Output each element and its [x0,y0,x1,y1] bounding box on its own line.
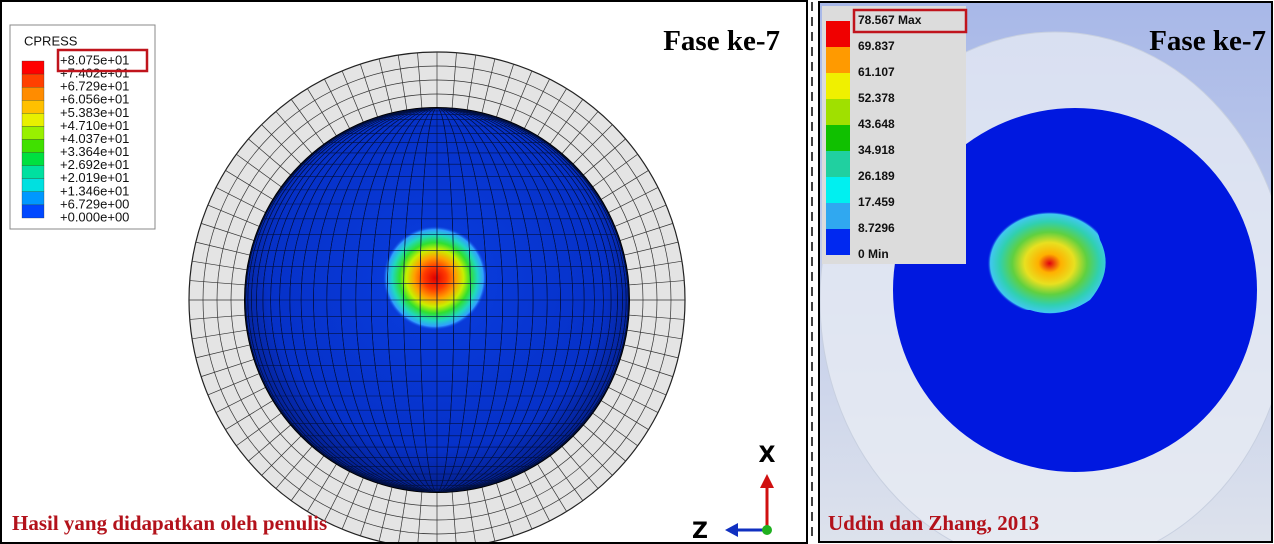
legend-title: CPRESS [24,33,78,48]
legend-swatch [826,203,850,229]
legend-swatch [22,140,44,153]
legend-label: 78.567 Max [858,13,922,27]
legend-label: 61.107 [858,65,895,79]
panel-title: Fase ke-7 [1149,25,1266,57]
legend-swatch [22,100,44,113]
legend-label: 43.648 [858,117,895,131]
legend-swatch [826,125,850,151]
figure: CPRESS +8.075e+01+7.402e+01+6.729e+01+6.… [0,0,1274,544]
legend-label: 0 Min [858,247,889,261]
legend-swatch [22,166,44,179]
legend-label: 69.837 [858,39,895,53]
legend-swatch [22,153,44,166]
legend-swatch [22,179,44,192]
legend-swatch [826,47,850,73]
legend-label: 52.378 [858,91,895,105]
axis-label: Z [692,519,708,544]
legend-swatch [22,126,44,139]
axis-label: X [759,443,776,468]
z-arrowhead [725,523,738,537]
legend-swatch [826,73,850,99]
legend-swatch [826,177,850,203]
legend-swatch [22,61,44,74]
legend-label: +0.000e+00 [60,209,129,224]
left-render [189,52,685,544]
legend-swatch [826,229,850,255]
legend-swatch [826,99,850,125]
legend-label: 8.7296 [858,221,895,235]
hotspot [383,226,487,330]
caption: Uddin dan Zhang, 2013 [828,511,1039,535]
legend-label: 34.918 [858,143,895,157]
panel-title: Fase ke-7 [663,25,780,57]
legend-swatch [826,21,850,47]
caption: Hasil yang didapatkan oleh penulis [12,511,327,535]
legend-swatch [22,205,44,218]
legend-swatch [22,74,44,87]
legend-swatch [826,151,850,177]
legend-swatch [22,192,44,205]
legend-label: 26.189 [858,169,895,183]
legend-swatch [22,113,44,126]
origin [762,525,772,535]
legend-label: 17.459 [858,195,895,209]
left-legend: +8.075e+01+7.402e+01+6.729e+01+6.056e+01… [22,52,129,224]
x-arrowhead [760,474,774,488]
legend-swatch [22,87,44,100]
